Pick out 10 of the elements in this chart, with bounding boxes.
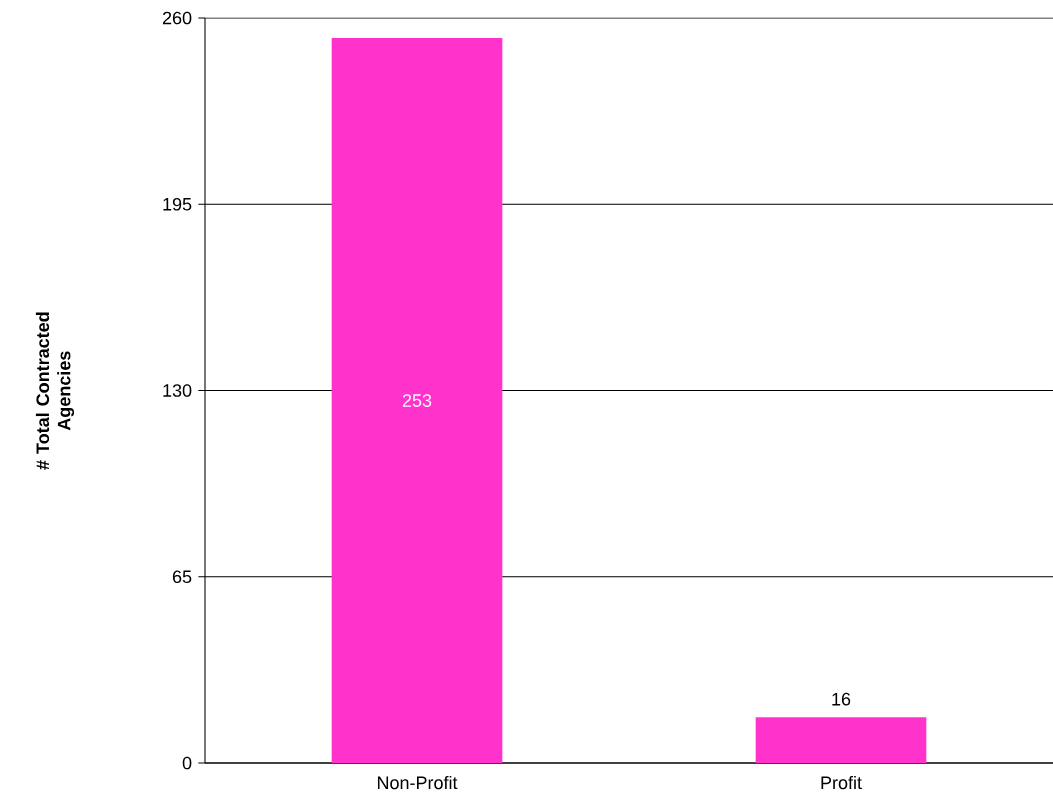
x-tick-label: Non-Profit (377, 775, 458, 790)
data-label: 16 (832, 692, 851, 706)
y-axis-title: # Total Contracted Agencies (35, 312, 75, 470)
y-tick-label: 195 (163, 197, 192, 211)
data-label: 253 (402, 394, 432, 407)
y-tick-label: 130 (163, 384, 192, 397)
x-tick-label: Profit (821, 775, 862, 790)
y-tick-label: 260 (162, 11, 192, 25)
y-tick-label: 65 (172, 570, 192, 584)
y-tick-label: 0 (182, 756, 192, 770)
